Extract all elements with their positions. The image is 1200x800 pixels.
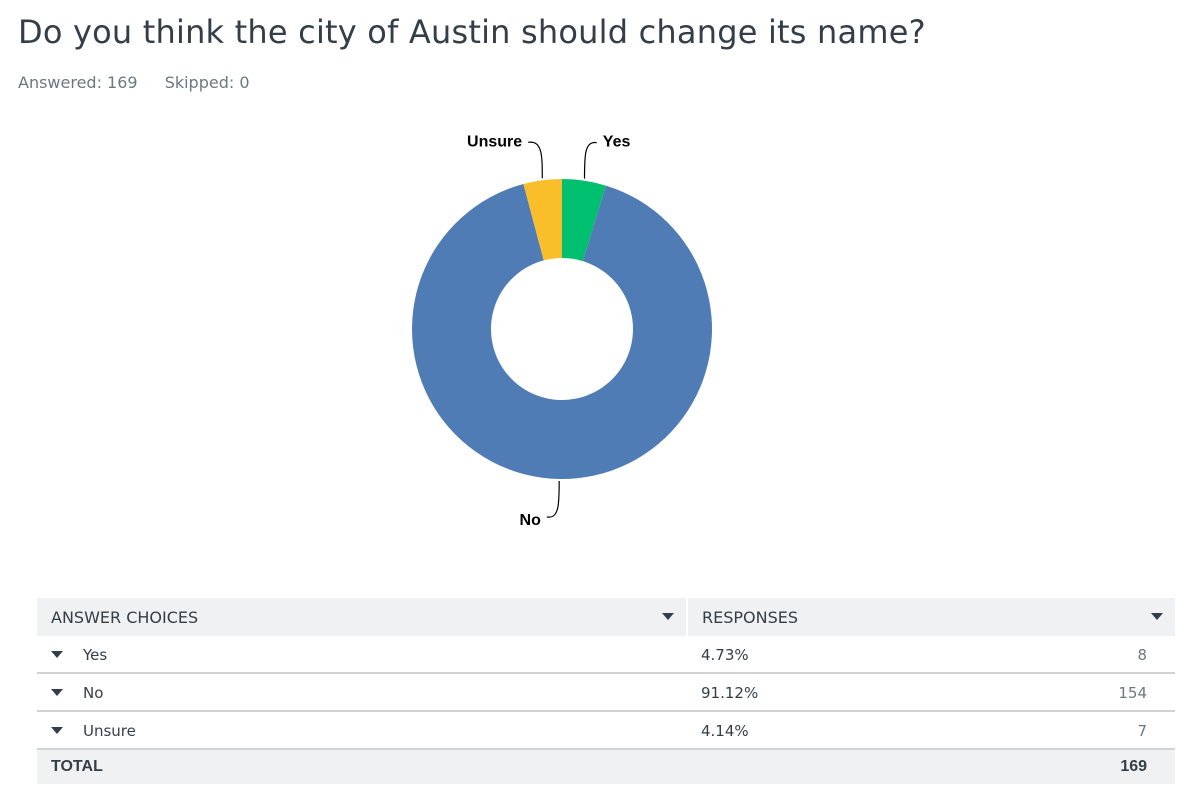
leader-line-unsure (528, 141, 543, 179)
count-cell: 8 (887, 636, 1176, 674)
total-label: TOTAL (37, 749, 887, 784)
slice-label-yes: Yes (603, 134, 631, 151)
choice-cell[interactable]: Unsure (37, 711, 687, 750)
donut-slice-unsure[interactable] (523, 179, 562, 261)
percent-cell: 4.14% (687, 711, 887, 750)
answered-count: Answered: 169 (18, 73, 138, 92)
donut-slice-no[interactable] (412, 184, 712, 479)
table-row: No 91.12% 154 (37, 673, 1176, 712)
count-cell: 7 (887, 711, 1176, 750)
sort-caret-icon[interactable] (1151, 613, 1164, 620)
response-stats: Answered: 169 Skipped: 0 (18, 73, 250, 92)
answer-choices-header-label: ANSWER CHOICES (51, 607, 199, 627)
donut-chart: Yes No Unsure (412, 133, 712, 529)
leader-line-no (546, 480, 560, 518)
percent-cell: 91.12% (687, 673, 887, 712)
percent-cell: 4.73% (687, 636, 887, 674)
leader-line-yes (583, 142, 597, 179)
table-row: Yes 4.73% 8 (37, 636, 1176, 674)
choice-label: Yes (83, 646, 108, 664)
donut-slice-yes[interactable] (562, 179, 606, 262)
answer-table: ANSWER CHOICES RESPONSES Yes 4.73% 8 No … (37, 598, 1176, 784)
slice-label-no: No (520, 512, 542, 529)
table-row: Unsure 4.14% 7 (37, 711, 1176, 750)
responses-header-label: RESPONSES (702, 607, 799, 627)
choice-label: Unsure (83, 722, 136, 740)
answer-choices-header[interactable]: ANSWER CHOICES (37, 598, 688, 636)
total-row: TOTAL 169 (37, 749, 1176, 784)
count-cell: 154 (887, 673, 1176, 712)
choice-cell[interactable]: Yes (37, 636, 687, 674)
skipped-count: Skipped: 0 (164, 73, 250, 92)
total-count: 169 (887, 749, 1176, 784)
expand-caret-icon[interactable] (51, 689, 63, 696)
expand-caret-icon[interactable] (51, 651, 63, 658)
question-title: Do you think the city of Austin should c… (18, 13, 926, 51)
choice-cell[interactable]: No (37, 673, 687, 712)
sort-caret-icon[interactable] (662, 613, 674, 620)
expand-caret-icon[interactable] (51, 727, 63, 734)
responses-header[interactable]: RESPONSES (687, 598, 1176, 636)
choice-label: No (83, 684, 104, 702)
slice-label-unsure: Unsure (467, 133, 522, 150)
